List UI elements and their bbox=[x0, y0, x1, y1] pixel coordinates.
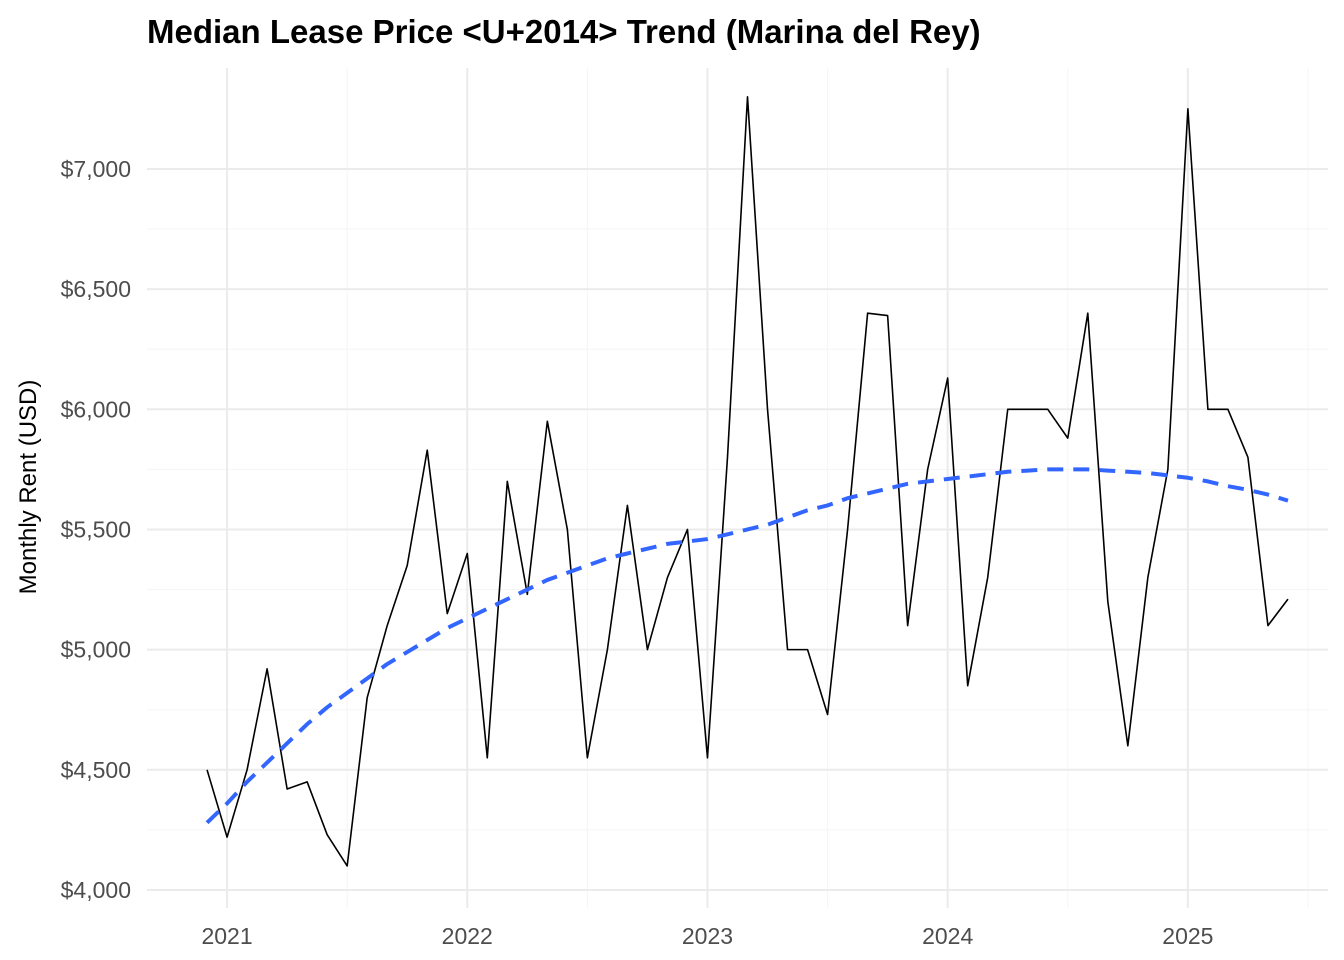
x-tick-label: 2023 bbox=[682, 923, 733, 949]
y-tick-label: $5,000 bbox=[61, 637, 131, 663]
y-tick-label: $6,000 bbox=[61, 396, 131, 422]
x-tick-label: 2025 bbox=[1162, 923, 1213, 949]
y-axis-title: Monthly Rent (USD) bbox=[15, 380, 42, 595]
x-tick-label: 2022 bbox=[442, 923, 493, 949]
y-tick-label: $7,000 bbox=[61, 156, 131, 182]
x-tick-label: 2021 bbox=[201, 923, 252, 949]
y-tick-label: $5,500 bbox=[61, 516, 131, 542]
y-tick-label: $4,500 bbox=[61, 757, 131, 783]
chart-title: Median Lease Price <U+2014> Trend (Marin… bbox=[147, 13, 981, 50]
series-group bbox=[205, 96, 1289, 867]
axes: $4,000 $4,500 $5,000 $5,500 $6,000 $6,500 $7,0… bbox=[61, 156, 1214, 949]
trend-line-series bbox=[205, 467, 1289, 825]
y-tick-label: $4,000 bbox=[61, 877, 131, 903]
grid bbox=[147, 68, 1328, 908]
lease-price-series bbox=[206, 96, 1289, 867]
x-tick-label: 2024 bbox=[922, 923, 973, 949]
y-tick-label: $6,500 bbox=[61, 276, 131, 302]
